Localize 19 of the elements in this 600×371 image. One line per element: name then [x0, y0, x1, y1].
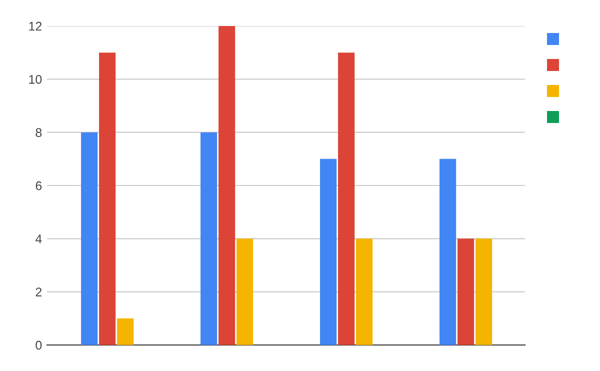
bar: [200, 132, 218, 345]
y-tick-label: 2: [36, 288, 42, 296]
y-tick-label: 4: [35, 234, 42, 244]
bar: [236, 238, 254, 345]
bar: [476, 238, 492, 345]
bar: [81, 132, 98, 345]
bar: [458, 238, 474, 345]
bar: [338, 52, 355, 345]
y-tick-label: 8: [36, 128, 42, 137]
y-tick-label: 10: [29, 74, 42, 84]
bar: [218, 26, 236, 345]
bar: [99, 52, 116, 345]
bar: [356, 238, 373, 345]
y-tick-label: 0: [36, 340, 42, 350]
bar: [117, 318, 134, 345]
y-tick-label: 12: [29, 22, 42, 31]
y-tick-label: 6: [36, 181, 42, 190]
bar: [320, 158, 337, 345]
bar: [440, 158, 456, 345]
